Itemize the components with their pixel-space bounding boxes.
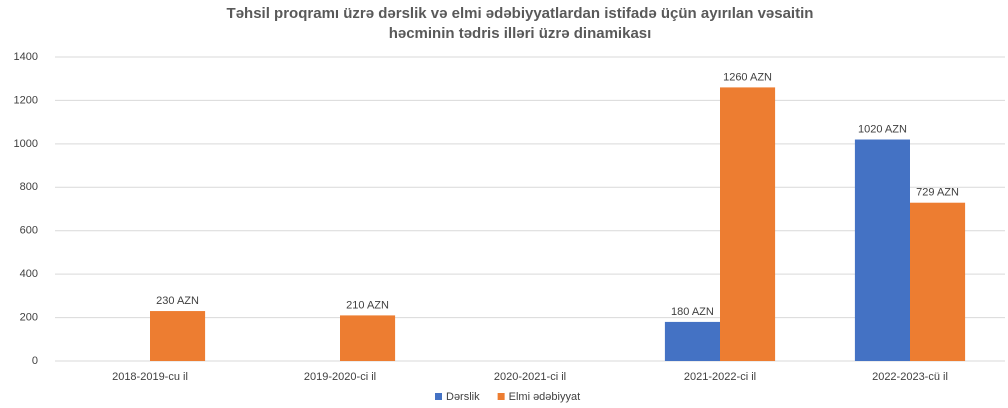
bar <box>340 315 396 361</box>
y-tick-label: 600 <box>20 225 38 237</box>
y-tick-label: 0 <box>32 355 38 367</box>
y-tick-label: 800 <box>20 181 38 193</box>
x-tick-label: 2022-2023-cü il <box>872 371 948 383</box>
x-tick-label: 2019-2020-ci il <box>304 371 376 383</box>
y-tick-label: 400 <box>20 268 38 280</box>
value-label: 729 AZN <box>916 187 959 199</box>
bar <box>854 139 910 361</box>
legend-swatch <box>497 393 505 400</box>
value-label: 230 AZN <box>156 295 199 307</box>
value-label: 180 AZN <box>671 306 714 318</box>
y-tick-label: 1000 <box>14 138 38 150</box>
value-label: 1260 AZN <box>723 71 772 83</box>
x-tick-label: 2018-2019-cu il <box>112 371 188 383</box>
legend-swatch <box>435 393 442 400</box>
value-label: 1020 AZN <box>858 123 907 135</box>
y-tick-label: 1400 <box>14 51 38 63</box>
bar <box>150 311 206 361</box>
bar <box>664 321 720 361</box>
chart-title: Təhsil proqramı üzrə dərslik və elmi ədə… <box>227 5 814 22</box>
y-tick-label: 200 <box>20 311 38 323</box>
y-tick-label: 1200 <box>14 94 38 106</box>
x-tick-label: 2020-2021-ci il <box>494 371 566 383</box>
x-tick-label: 2021-2022-ci il <box>684 371 756 383</box>
legend-label: Elmi ədəbiyyat <box>509 391 581 403</box>
legend-label: Dərslik <box>446 391 480 403</box>
value-label: 210 AZN <box>346 299 389 311</box>
bar <box>910 202 966 361</box>
bar <box>720 87 776 362</box>
chart-title: həcminin tədris illəri üzrə dinamikası <box>389 25 652 42</box>
